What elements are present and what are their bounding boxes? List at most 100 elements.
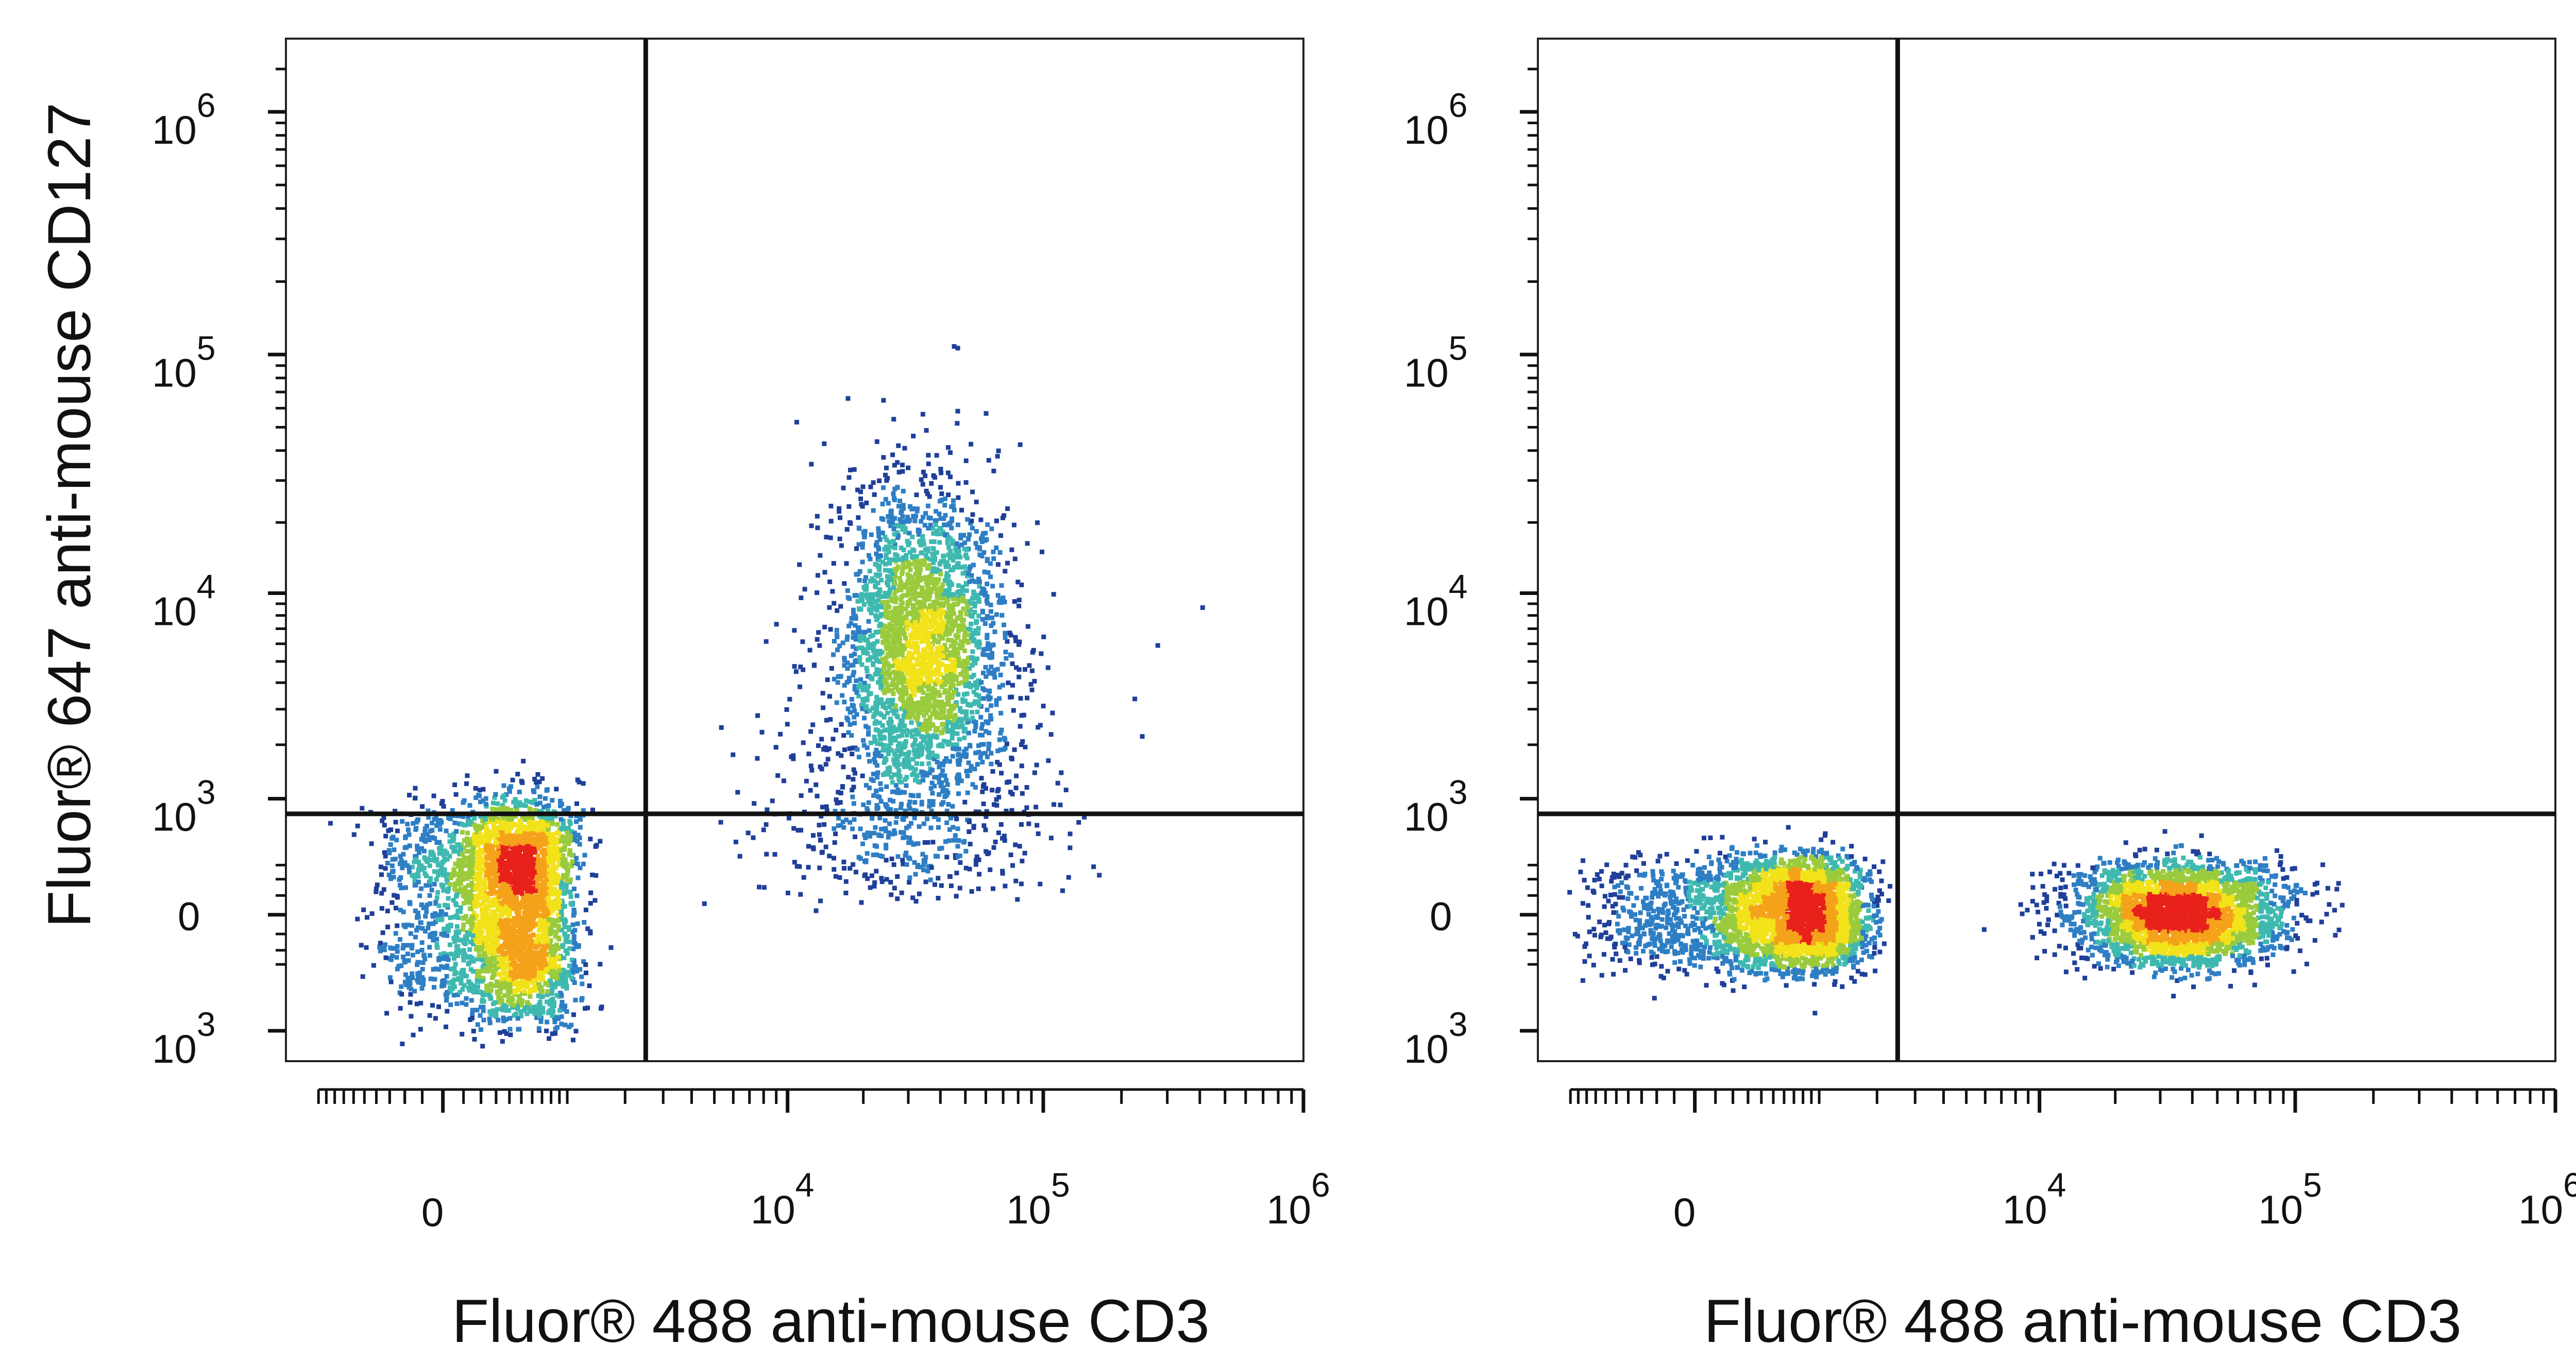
event-dot [512, 917, 516, 923]
event-dot [538, 861, 543, 866]
event-dot [428, 879, 433, 884]
event-dot [521, 951, 526, 957]
event-dot [895, 743, 901, 748]
event-dot [438, 952, 443, 957]
event-dot [938, 532, 943, 537]
event-dot [818, 553, 823, 558]
event-dot [488, 830, 493, 835]
event-dot [509, 995, 514, 1000]
event-dot [415, 847, 420, 852]
event-dot [456, 842, 461, 847]
event-dot [539, 974, 544, 979]
event-dot [916, 582, 921, 587]
event-dot [585, 926, 590, 931]
event-dot [556, 924, 562, 929]
event-dot [963, 682, 969, 687]
event-dot [938, 569, 942, 573]
event-dot [989, 655, 994, 660]
event-dot [402, 960, 408, 965]
event-dot [956, 681, 961, 686]
event-dot [552, 1000, 557, 1005]
event-dot [882, 714, 887, 719]
event-dot [875, 652, 879, 657]
event-dot [572, 910, 577, 915]
event-dot [561, 968, 566, 973]
event-dot [972, 604, 977, 609]
event-dot [532, 798, 537, 803]
event-dot [476, 854, 481, 859]
event-dot [1003, 569, 1008, 574]
event-dot [499, 958, 504, 963]
event-dot [490, 928, 495, 933]
event-dot [423, 905, 429, 910]
event-dot [983, 665, 988, 670]
event-dot [550, 820, 555, 825]
event-dot [851, 607, 856, 612]
event-dot [846, 623, 852, 628]
event-dot [416, 879, 421, 884]
event-dot [1015, 580, 1021, 585]
event-dot [1014, 665, 1019, 670]
event-dot [883, 706, 888, 710]
event-dot [511, 833, 516, 839]
event-dot [452, 966, 457, 971]
event-dot [882, 687, 887, 692]
event-dot [456, 849, 462, 855]
event-dot [939, 708, 944, 713]
event-dot [496, 992, 501, 997]
event-dot [420, 926, 425, 931]
event-dot [527, 954, 532, 959]
event-dot [547, 978, 552, 983]
event-dot [469, 924, 474, 929]
event-dot [556, 903, 561, 908]
event-dot [441, 804, 446, 809]
event-dot [956, 692, 961, 697]
event-dot [389, 870, 395, 874]
event-dot [494, 915, 499, 920]
event-dot [499, 855, 503, 860]
event-dot [841, 485, 846, 490]
event-dot [876, 533, 882, 538]
event-dot [520, 962, 526, 967]
event-dot [517, 844, 522, 849]
event-dot [940, 625, 945, 631]
event-dot [441, 983, 446, 988]
event-dot [575, 921, 580, 926]
event-dot [1004, 656, 1009, 661]
event-dot [567, 927, 572, 932]
event-dot [531, 917, 536, 922]
event-dot [583, 907, 588, 912]
event-dot [503, 917, 509, 923]
event-dot [468, 954, 473, 959]
event-dot [1041, 634, 1046, 639]
event-dot [513, 853, 518, 858]
event-dot [508, 865, 513, 870]
event-dot [442, 951, 447, 956]
event-dot [550, 871, 555, 876]
event-dot [527, 938, 532, 943]
event-dot [432, 836, 437, 841]
event-dot [468, 862, 473, 867]
event-dot [434, 937, 439, 942]
event-dot [506, 820, 511, 825]
event-dot [513, 841, 518, 846]
event-dot [852, 467, 857, 472]
event-dot [469, 875, 474, 880]
event-dot [544, 837, 549, 842]
event-dot [572, 831, 577, 837]
event-dot [887, 519, 892, 524]
event-dot [568, 837, 573, 842]
event-dot [477, 840, 482, 845]
event-dot [548, 931, 553, 937]
event-dot [457, 909, 463, 914]
event-dot [461, 877, 465, 882]
event-dot [411, 1032, 416, 1037]
event-dot [524, 928, 529, 933]
event-dot [538, 916, 543, 922]
event-dot [473, 924, 478, 929]
event-dot [990, 584, 995, 589]
event-dot [400, 1042, 405, 1046]
event-dot [882, 662, 887, 667]
event-dot [598, 839, 603, 844]
event-dot [514, 836, 519, 841]
